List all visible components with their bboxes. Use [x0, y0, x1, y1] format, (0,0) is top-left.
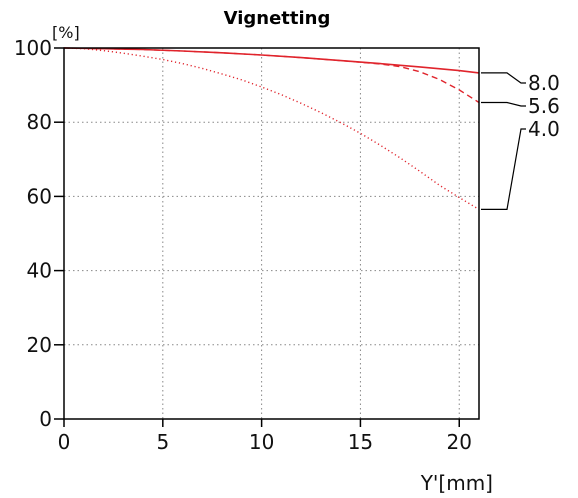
grid	[64, 48, 479, 419]
legend: 8.05.64.0	[481, 71, 560, 210]
y-tick-label: 100	[14, 36, 52, 60]
y-tick-label: 40	[27, 259, 52, 283]
series-line-8-0	[63, 47, 480, 74]
x-tick-label: 10	[249, 430, 274, 454]
x-tick-label: 5	[156, 430, 169, 454]
y-tick-label: 80	[27, 110, 52, 134]
series-line-5-6	[63, 47, 480, 104]
y-tick-label: 20	[27, 333, 52, 357]
x-tick-label: 0	[58, 430, 71, 454]
x-tick-label: 20	[447, 430, 472, 454]
legend-leader-4-0	[481, 128, 526, 210]
legend-leader-5-6	[481, 101, 526, 107]
legend-label-5-6: 5.6	[528, 94, 560, 118]
legend-label-4-0: 4.0	[528, 117, 560, 141]
x-axis-label: Y'[mm]	[420, 471, 493, 495]
series-lines	[63, 47, 480, 210]
axis-ticks: 0 20 40 60 80 100 0 5 10 15 20	[14, 36, 472, 454]
chart-title: Vignetting	[224, 8, 331, 29]
series-line-4-0	[63, 47, 480, 210]
y-axis-label: [%]	[52, 23, 80, 42]
x-tick-label: 15	[348, 430, 373, 454]
plot-frame	[63, 47, 480, 420]
legend-label-8-0: 8.0	[528, 71, 560, 95]
legend-leader-8-0	[481, 72, 526, 84]
y-tick-label: 0	[39, 407, 52, 431]
y-tick-label: 60	[27, 184, 52, 208]
